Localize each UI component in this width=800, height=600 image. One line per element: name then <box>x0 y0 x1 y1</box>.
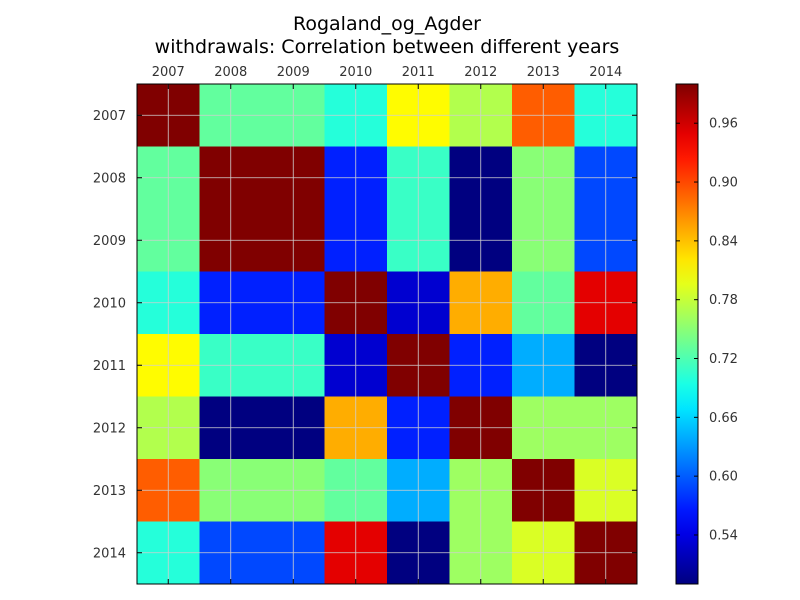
heatmap-plot-area: 2007 2007 2008 2008 2009 2009 2010 2010 2011 2011… <box>93 65 638 585</box>
x-tick-label: 2008 <box>214 65 247 80</box>
colorbar-tick-label: 0.72 <box>709 352 738 367</box>
colorbar-tick-label: 0.54 <box>709 528 738 543</box>
plot-frame <box>136 83 638 585</box>
colorbar-gradient <box>675 83 699 585</box>
y-tick-label: 2014 <box>93 546 126 561</box>
y-tick-label: 2010 <box>93 296 126 311</box>
x-tick-label: 2010 <box>339 65 372 80</box>
chart-title: Rogaland_og_Agder <box>293 13 481 35</box>
x-tick-label: 2009 <box>277 65 310 80</box>
colorbar-tick-label: 0.66 <box>709 411 738 426</box>
x-tick-label: 2012 <box>464 65 497 80</box>
y-tick-label: 2013 <box>93 484 126 499</box>
colorbar-tick-label: 0.78 <box>709 293 738 308</box>
colorbar-tick-label: 0.84 <box>709 234 738 249</box>
y-tick-label: 2007 <box>93 109 126 124</box>
y-tick-label: 2012 <box>93 421 126 436</box>
colorbar-tick-label: 0.90 <box>709 176 738 191</box>
x-tick-label: 2007 <box>152 65 185 80</box>
y-tick-label: 2009 <box>93 234 126 249</box>
x-tick-label: 2014 <box>589 65 622 80</box>
y-tick-label: 2011 <box>93 359 126 374</box>
y-tick-label: 2008 <box>93 171 126 186</box>
colorbar-tick-label: 0.60 <box>709 470 738 485</box>
x-tick-label: 2011 <box>402 65 435 80</box>
chart-subtitle: withdrawals: Correlation between differe… <box>155 36 620 58</box>
x-tick-label: 2013 <box>527 65 560 80</box>
colorbar: 0.54 0.60 0.66 0.72 0.78 0.84 0.90 0.96 <box>675 83 738 585</box>
colorbar-tick-label: 0.96 <box>709 117 738 132</box>
